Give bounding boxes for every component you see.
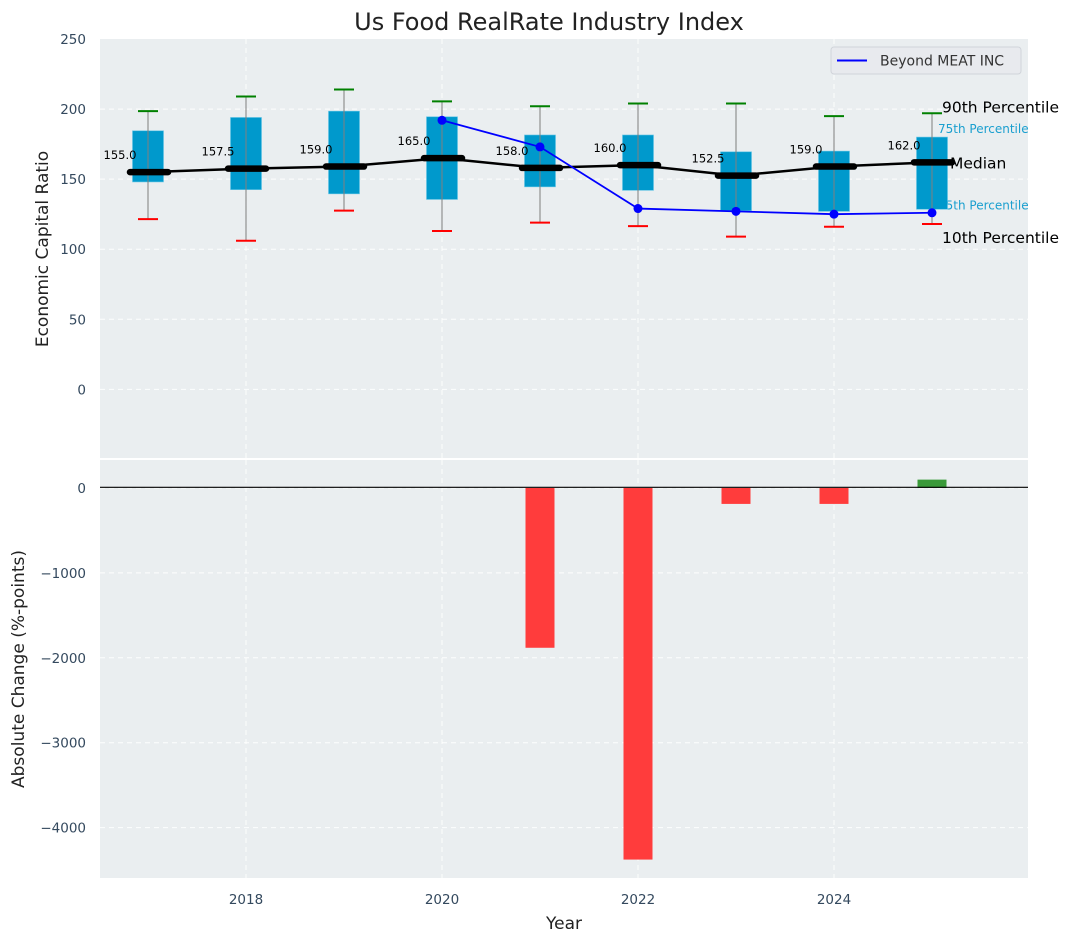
bottom-plot-area: [100, 460, 1028, 878]
top-y-tick-label: 0: [77, 382, 86, 398]
legend-label: Beyond MEAT INC: [880, 54, 1004, 70]
series-point: [437, 115, 447, 125]
median-value-label: 160.0: [594, 141, 627, 155]
label-75th-percentile: 75th Percentile: [938, 122, 1029, 136]
bar-negative: [525, 487, 555, 648]
bar-positive: [917, 479, 947, 488]
bottom-y-tick-label: −3000: [40, 736, 86, 752]
bar-negative: [623, 487, 653, 860]
x-axis-title: Year: [545, 914, 582, 934]
label-25th-percentile: 25th Percentile: [938, 198, 1029, 212]
bottom-y-tick-label: −1000: [40, 566, 86, 582]
series-line: [441, 119, 933, 216]
series-line-group: [437, 115, 937, 219]
bottom-y-axis-title: Absolute Change (%-points): [9, 550, 29, 788]
top-y-tick-label: 200: [60, 102, 86, 118]
median-value-label: 162.0: [888, 138, 921, 152]
label-10th-percentile: 10th Percentile: [942, 229, 1059, 247]
top-plot-area: [100, 39, 1028, 458]
series-point: [829, 209, 839, 219]
x-tick-label: 2018: [229, 892, 263, 908]
bottom-y-tick-label: −2000: [40, 651, 86, 667]
bottom-y-ticks: 0 −1000 −2000 −3000 −4000: [40, 481, 86, 837]
median-value-label: 159.0: [790, 143, 823, 157]
median-value-label: 155.0: [104, 148, 137, 162]
series-point: [633, 204, 643, 214]
bottom-y-tick-label: −4000: [40, 821, 86, 837]
legend-box: [830, 46, 1022, 75]
bars: [525, 479, 947, 860]
x-tick-label: 2022: [621, 892, 655, 908]
median-labels: 155.0 157.5 159.0 165.0 158.0 160.0 152.5 159.0…: [104, 134, 921, 166]
median-value-label: 165.0: [398, 134, 431, 148]
bottom-panel: 0 −1000 −2000 −3000 −4000 2018 2020 2022 2024 A…: [9, 460, 1028, 934]
bar-negative: [721, 487, 751, 504]
x-tick-label: 2020: [425, 892, 459, 908]
bottom-y-tick-label: 0: [77, 481, 86, 497]
median-line-group: [126, 154, 956, 179]
chart-title: Us Food RealRate Industry Index: [354, 8, 744, 36]
median-value-label: 158.0: [496, 144, 529, 158]
x-tick-label: 2024: [817, 892, 851, 908]
series-point: [927, 208, 937, 218]
x-ticks: 2018 2020 2022 2024: [229, 892, 851, 908]
median-value-label: 152.5: [692, 152, 725, 166]
top-y-tick-label: 150: [60, 172, 86, 188]
bar-negative: [819, 487, 849, 504]
median-value-label: 157.5: [202, 145, 235, 159]
label-median: Median: [950, 154, 1006, 172]
percentile-labels: 90th Percentile 75th Percentile Median 25th…: [938, 98, 1059, 247]
series-point: [731, 206, 741, 216]
top-y-tick-label: 50: [69, 312, 86, 328]
top-y-ticks: 0 50 100 150 200 250: [60, 32, 86, 398]
series-point: [535, 142, 545, 152]
top-y-tick-label: 100: [60, 242, 86, 258]
top-y-axis-title: Economic Capital Ratio: [33, 151, 53, 347]
median-value-label: 159.0: [300, 143, 333, 157]
top-grid: [100, 39, 1028, 458]
label-90th-percentile: 90th Percentile: [942, 98, 1059, 116]
top-panel: 0 50 100 150 200 250 90th Percentile 75th Perc…: [33, 32, 1059, 458]
legend: Beyond MEAT INC: [830, 46, 1022, 75]
top-y-tick-label: 250: [60, 32, 86, 48]
